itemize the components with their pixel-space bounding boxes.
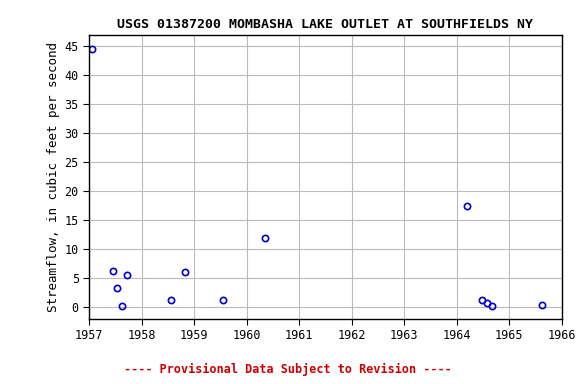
Y-axis label: Streamflow, in cubic feet per second: Streamflow, in cubic feet per second (47, 41, 60, 312)
Text: ---- Provisional Data Subject to Revision ----: ---- Provisional Data Subject to Revisio… (124, 363, 452, 376)
Title: USGS 01387200 MOMBASHA LAKE OUTLET AT SOUTHFIELDS NY: USGS 01387200 MOMBASHA LAKE OUTLET AT SO… (118, 18, 533, 31)
